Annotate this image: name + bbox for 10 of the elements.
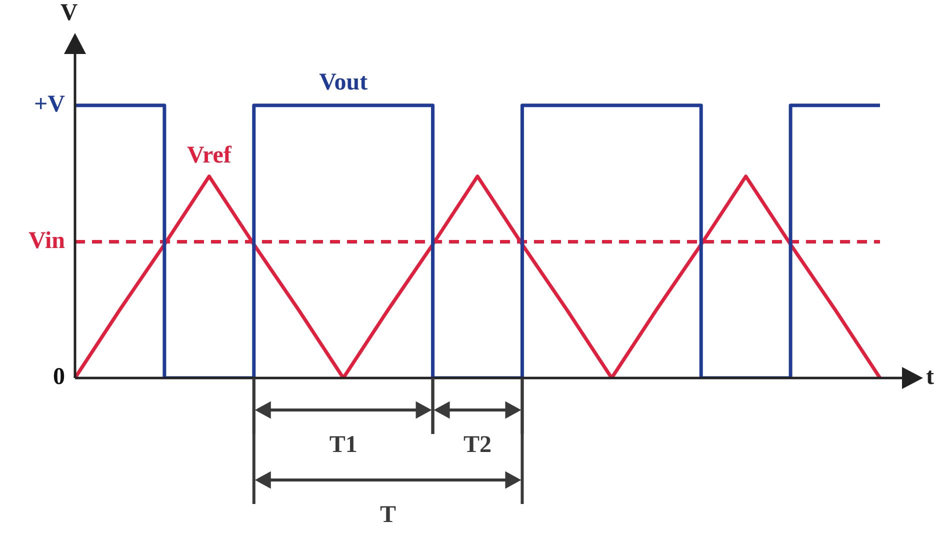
y-axis-title: V	[60, 0, 78, 26]
text: 0	[53, 364, 65, 390]
series-label: Vin	[28, 228, 65, 254]
text: T1	[329, 432, 358, 458]
text: T2	[463, 432, 492, 458]
text: T	[380, 502, 396, 528]
x-axis-title: t	[926, 364, 934, 390]
series-label: Vref	[186, 142, 232, 168]
text: +V	[34, 92, 66, 118]
series-label: Vout	[319, 70, 368, 96]
